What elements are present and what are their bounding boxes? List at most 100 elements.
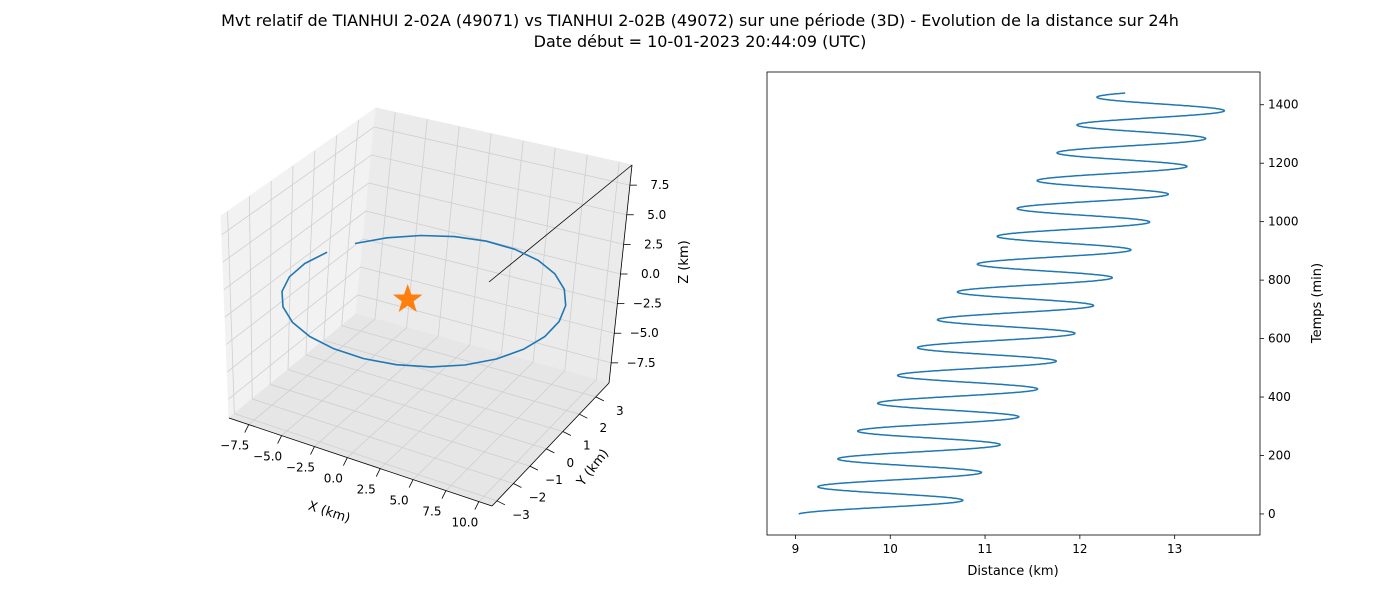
grid-line-y (252, 398, 514, 484)
y-axis-line (491, 382, 610, 507)
x-tick-label: 10.0 (451, 516, 478, 530)
x-tick-label: 11 (977, 542, 992, 556)
grid-line-x (314, 336, 439, 447)
y-tick-mark (513, 483, 522, 488)
grid-line-z (222, 154, 372, 263)
chart-distance-vs-time: 9 10 11 12 13 0 200 400 600 800 1000 1200 1400 Dista… (766, 71, 1325, 579)
x-tick-mark (310, 446, 315, 455)
x-tick-label: 12 (1072, 542, 1087, 556)
grid-line-z (363, 238, 618, 305)
chart-2d-ticks: 9 10 11 12 13 0 200 400 600 800 1000 1200 1400 (792, 98, 1299, 556)
x-tick-label: 9 (792, 542, 800, 556)
chart-3d-data (281, 234, 567, 368)
x-tick-mark (277, 435, 282, 444)
y-tick-label: 1000 (1268, 215, 1299, 229)
y-tick-mark (496, 500, 506, 506)
x-tick-mark (375, 468, 381, 477)
y-tick-label: −2 (529, 490, 547, 504)
figure-title-line-1: Mvt relatif de TIANHUI 2-02A (49071) vs … (221, 11, 1179, 30)
chart-3d-grid (221, 112, 630, 502)
z-axis-line (488, 164, 633, 283)
reference-satellite-star-marker (392, 283, 423, 313)
y-tick-label: 1 (583, 439, 591, 453)
grid-line-y (234, 413, 498, 502)
x-tick-label: 5.0 (390, 494, 409, 508)
x-tick-label: −7.5 (220, 439, 249, 453)
y-tick-mark (562, 431, 572, 436)
z-tick-label: −2.5 (633, 297, 662, 311)
x-tick-label: 10 (883, 542, 898, 556)
grid-line-z (228, 294, 359, 400)
z-tick-label: 7.5 (650, 178, 669, 192)
grid-line-x (281, 327, 407, 436)
y-tick-mark (595, 396, 604, 402)
grid-line-z (223, 182, 369, 290)
grid-line-z (226, 266, 361, 373)
y-tick-label: 3 (616, 404, 624, 418)
grid-line-y (341, 325, 596, 398)
grid-line-z (374, 126, 630, 186)
y-tick-label: 400 (1268, 390, 1291, 404)
z-tick-label: 0.0 (641, 267, 660, 281)
x-tick-mark (244, 424, 250, 433)
x-tick-label: −5.0 (253, 450, 282, 464)
grid-line-x (412, 362, 534, 480)
grid-line-y (305, 354, 563, 432)
y-tick-label: 0 (1268, 507, 1276, 521)
x-tick-mark (408, 479, 414, 488)
grid-line-z (368, 182, 624, 245)
chart-3d-x-axis-label: X (km) (306, 499, 352, 527)
grid-line-x (445, 370, 566, 491)
x-tick-label: 13 (1167, 542, 1182, 556)
grid-line-x (248, 318, 376, 425)
orbit-series-line (281, 234, 567, 368)
grid-line-z (371, 154, 627, 216)
grid-line-z (357, 294, 612, 364)
grid-line-x (478, 379, 597, 502)
x-tick-label: −2.5 (286, 461, 315, 475)
y-tick-label: 200 (1268, 448, 1291, 462)
y-tick-mark (529, 465, 539, 471)
grid-line-x (347, 344, 471, 458)
chart-3d-y-axis-label: Y (km) (574, 447, 613, 490)
y-tick-label: −3 (512, 508, 530, 522)
chart-3d-z-axis-label: Z (km) (677, 240, 692, 283)
y-tick-label: 600 (1268, 332, 1291, 346)
z-tick-label: 2.5 (644, 237, 663, 251)
chart-2d-data (798, 92, 1226, 515)
x-tick-mark (342, 457, 348, 466)
y-tick-mark (579, 413, 588, 419)
grid-line-x (379, 353, 502, 469)
distance-series-line (798, 92, 1226, 515)
x-tick-mark (441, 490, 447, 499)
y-tick-label: 1400 (1268, 98, 1299, 112)
grid-line-z (224, 210, 367, 318)
grid-line-z (225, 238, 364, 345)
z-tick-label: −7.5 (627, 356, 656, 370)
chart-2d-axes-frame (766, 71, 1261, 536)
grid-line-y (287, 369, 547, 450)
grid-line-y (323, 339, 580, 415)
y-tick-label: −1 (545, 473, 563, 487)
y-tick-mark (546, 448, 555, 454)
x-tick-label: 7.5 (422, 505, 441, 519)
chart-2d-y-axis-label: Temps (min) (1310, 263, 1325, 344)
z-tick-label: 5.0 (647, 208, 666, 222)
grid-line-z (360, 266, 615, 334)
y-tick-label: 2 (600, 421, 608, 435)
x-tick-label: 2.5 (357, 483, 376, 497)
x-tick-label: 0.0 (324, 472, 343, 486)
y-tick-label: 0 (567, 456, 575, 470)
grid-line-z (221, 126, 375, 235)
z-tick-label: −5.0 (630, 326, 659, 340)
chart-2d-x-axis-label: Distance (km) (967, 564, 1058, 579)
figure-title-line-2: Date début = 10-01-2023 20:44:09 (UTC) (534, 32, 867, 51)
y-tick-label: 1200 (1268, 156, 1299, 170)
x-tick-mark (474, 501, 480, 510)
grid-line-y (270, 383, 531, 467)
y-tick-label: 800 (1268, 273, 1291, 287)
x-axis-line (228, 417, 493, 507)
